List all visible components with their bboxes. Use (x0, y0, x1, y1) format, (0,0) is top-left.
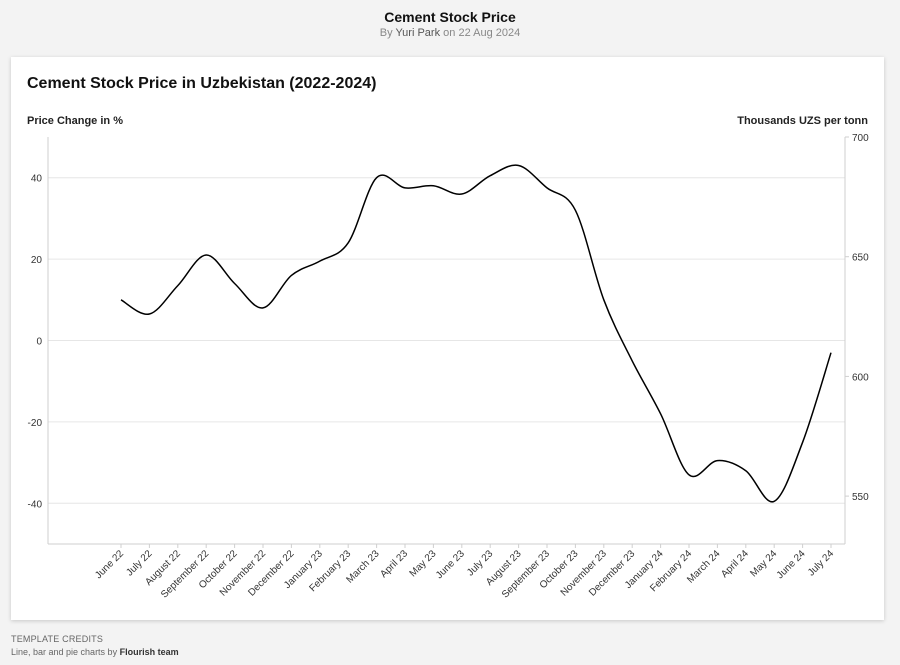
y-tick-label: -40 (28, 499, 43, 510)
data-point (202, 251, 210, 259)
credits-line: Line, bar and pie charts by Flourish tea… (11, 646, 179, 659)
x-tick-label: June 22 (93, 548, 126, 581)
byline-by: By (379, 27, 393, 39)
y-axis-title: Price Change in % (27, 115, 123, 127)
data-point (713, 457, 721, 465)
y2-tick-label: 700 (852, 133, 869, 144)
footer: Template credits Line, bar and pie chart… (11, 633, 179, 659)
data-point (174, 282, 182, 290)
credits-text: Line, bar and pie charts by (11, 647, 118, 657)
data-point (316, 257, 324, 265)
byline-author[interactable]: Yuri Park (395, 27, 441, 39)
y2-axis-title: Thousands UZS per tonn (737, 115, 868, 127)
data-point (543, 184, 551, 192)
y-tick-label: -20 (28, 418, 43, 429)
y-tick-label: 20 (31, 255, 43, 266)
x-tick-label: April 23 (378, 548, 410, 580)
byline: By Yuri Park on 22 Aug 2024 (0, 26, 900, 40)
data-point (458, 190, 466, 198)
y2-tick-label: 550 (852, 492, 869, 503)
y2-tick-label: 650 (852, 253, 869, 264)
y-tick-label: 0 (36, 337, 42, 348)
data-point (429, 182, 437, 190)
data-point (515, 162, 523, 170)
byline-date: 22 Aug 2024 (458, 27, 521, 39)
data-point (373, 174, 381, 182)
chart-title: Cement Stock Price in Uzbekistan (2022-2… (27, 75, 377, 92)
page-header: Cement Stock Price By Yuri Park on 22 Au… (0, 8, 900, 40)
y-tick-label: 40 (31, 174, 43, 185)
data-point (145, 310, 153, 318)
data-point (827, 349, 835, 357)
data-point (401, 184, 409, 192)
data-point (571, 206, 579, 214)
data-point (628, 357, 636, 365)
series-line (120, 164, 832, 503)
x-tick-label: June 24 (775, 548, 808, 581)
y2-tick-label: 600 (852, 372, 869, 383)
data-point (799, 438, 807, 446)
data-point (600, 296, 608, 304)
x-tick-label: April 24 (719, 548, 751, 580)
data-point (657, 410, 665, 418)
data-point (259, 304, 267, 312)
data-point (117, 296, 125, 304)
credits-team-link[interactable]: Flourish team (119, 647, 179, 657)
x-tick-label: July 24 (806, 548, 836, 578)
chart-card: Cement Stock Price in Uzbekistan (2022-2… (11, 57, 884, 620)
data-point (344, 239, 352, 247)
data-point (231, 280, 239, 288)
data-point (770, 497, 778, 505)
credits-label: Template credits (11, 634, 104, 644)
data-point (685, 471, 693, 479)
data-point (287, 271, 295, 279)
data-point (486, 172, 494, 180)
data-point (742, 467, 750, 475)
page-title: Cement Stock Price (384, 9, 516, 25)
byline-on: on (443, 27, 456, 39)
x-tick-label: June 23 (434, 548, 467, 581)
